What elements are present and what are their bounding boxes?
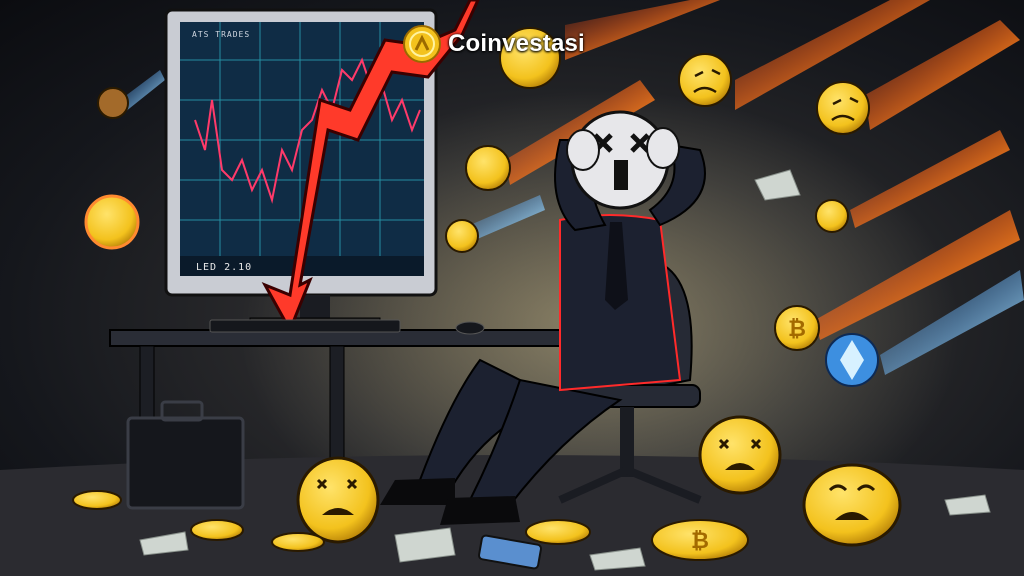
svg-text:₿: ₿ xyxy=(691,529,709,554)
brand-watermark: Coinvestasi xyxy=(402,22,585,66)
brand-name: Coinvestasi xyxy=(448,30,585,57)
monitor-header-text: ATS TRADES xyxy=(192,30,251,39)
stressed-trader xyxy=(380,110,706,525)
scattered-paper xyxy=(139,169,991,571)
gold-coin xyxy=(84,194,140,250)
coin-logo-icon xyxy=(403,25,441,63)
down-arrow-icon xyxy=(261,0,480,334)
computer-case xyxy=(126,400,245,510)
smartphone xyxy=(478,534,542,570)
bitcoin-coin-icon: ₿ xyxy=(72,490,749,561)
svg-text:₿: ₿ xyxy=(788,317,806,342)
crying-emoji-coin-icon xyxy=(296,415,902,547)
monitor-caption-text: LED 2.10 xyxy=(196,262,253,273)
